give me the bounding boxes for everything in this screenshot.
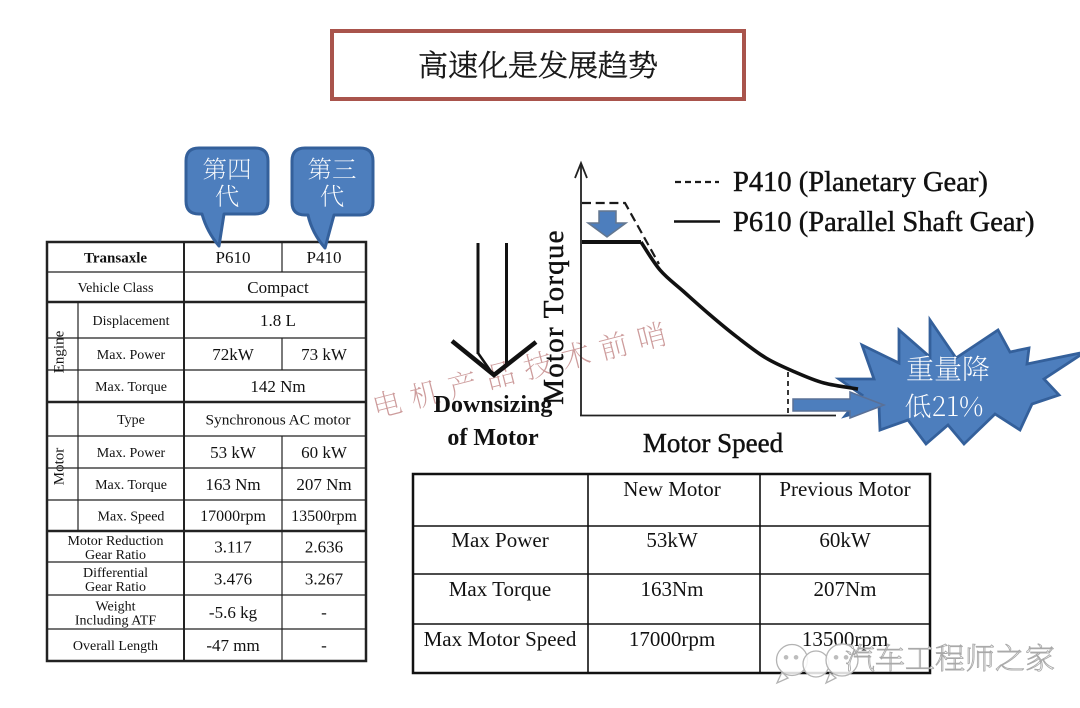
svg-text:Weight: Weight bbox=[95, 600, 135, 615]
svg-text:Max. Power: Max. Power bbox=[97, 348, 166, 363]
svg-text:163Nm: 163Nm bbox=[641, 577, 704, 601]
svg-text:Engine: Engine bbox=[52, 330, 68, 373]
svg-text:53 kW: 53 kW bbox=[210, 443, 257, 462]
svg-text:Previous Motor: Previous Motor bbox=[779, 477, 910, 501]
svg-text:Displacement: Displacement bbox=[93, 314, 170, 329]
svg-text:Synchronous AC motor: Synchronous AC motor bbox=[206, 412, 351, 428]
svg-text:163 Nm: 163 Nm bbox=[205, 475, 260, 494]
svg-text:Max Power: Max Power bbox=[451, 528, 548, 552]
svg-text:-5.6 kg: -5.6 kg bbox=[209, 603, 258, 622]
svg-text:53kW: 53kW bbox=[646, 528, 698, 552]
svg-text:Max Motor Speed: Max Motor Speed bbox=[424, 627, 577, 651]
svg-text:P410: P410 bbox=[307, 248, 342, 267]
svg-text:72kW: 72kW bbox=[212, 345, 255, 364]
svg-text:Max. Power: Max. Power bbox=[97, 446, 166, 461]
svg-text:13500rpm: 13500rpm bbox=[291, 508, 357, 525]
svg-text:Max. Speed: Max. Speed bbox=[98, 509, 165, 524]
svg-text:60kW: 60kW bbox=[819, 528, 871, 552]
svg-text:73 kW: 73 kW bbox=[301, 345, 348, 364]
svg-text:17000rpm: 17000rpm bbox=[200, 508, 266, 525]
svg-text:Motor: Motor bbox=[52, 448, 68, 486]
svg-text:17000rpm: 17000rpm bbox=[629, 627, 715, 651]
svg-text:3.476: 3.476 bbox=[214, 569, 252, 588]
svg-text:2.636: 2.636 bbox=[305, 537, 343, 556]
svg-text:Gear Ratio: Gear Ratio bbox=[85, 580, 146, 595]
svg-text:Type: Type bbox=[117, 413, 145, 428]
svg-text:Transaxle: Transaxle bbox=[84, 250, 147, 266]
svg-text:Overall Length: Overall Length bbox=[73, 639, 158, 654]
svg-text:60 kW: 60 kW bbox=[301, 443, 348, 462]
svg-text:Max Torque: Max Torque bbox=[449, 577, 552, 601]
svg-text:207Nm: 207Nm bbox=[814, 577, 877, 601]
svg-text:3.267: 3.267 bbox=[305, 569, 344, 588]
svg-text:of Motor: of Motor bbox=[447, 425, 539, 451]
svg-text:Including ATF: Including ATF bbox=[75, 614, 156, 629]
svg-text:-: - bbox=[321, 603, 327, 622]
svg-text:Compact: Compact bbox=[247, 278, 309, 297]
svg-text:P610: P610 bbox=[216, 248, 251, 267]
svg-text:-: - bbox=[321, 636, 327, 655]
svg-text:New Motor: New Motor bbox=[623, 477, 720, 501]
svg-text:3.117: 3.117 bbox=[214, 537, 252, 556]
svg-text:Downsizing: Downsizing bbox=[434, 392, 553, 418]
svg-text:Max. Torque: Max. Torque bbox=[95, 478, 167, 493]
svg-text:Motor Reduction: Motor Reduction bbox=[67, 534, 163, 549]
svg-text:207 Nm: 207 Nm bbox=[296, 475, 351, 494]
svg-text:Gear Ratio: Gear Ratio bbox=[85, 548, 146, 563]
svg-text:Motor Speed: Motor Speed bbox=[643, 428, 784, 458]
svg-text:Max. Torque: Max. Torque bbox=[95, 380, 167, 395]
svg-text:Differential: Differential bbox=[83, 566, 148, 581]
svg-text:P410 (Planetary Gear): P410 (Planetary Gear) bbox=[733, 167, 988, 198]
svg-text:Vehicle Class: Vehicle Class bbox=[78, 281, 154, 296]
svg-text:Motor Torque: Motor Torque bbox=[538, 229, 570, 404]
svg-text:P610 (Parallel Shaft Gear): P610 (Parallel Shaft Gear) bbox=[733, 207, 1035, 238]
svg-text:1.8 L: 1.8 L bbox=[260, 311, 296, 330]
svg-text:142 Nm: 142 Nm bbox=[250, 377, 305, 396]
svg-text:-47 mm: -47 mm bbox=[206, 636, 259, 655]
